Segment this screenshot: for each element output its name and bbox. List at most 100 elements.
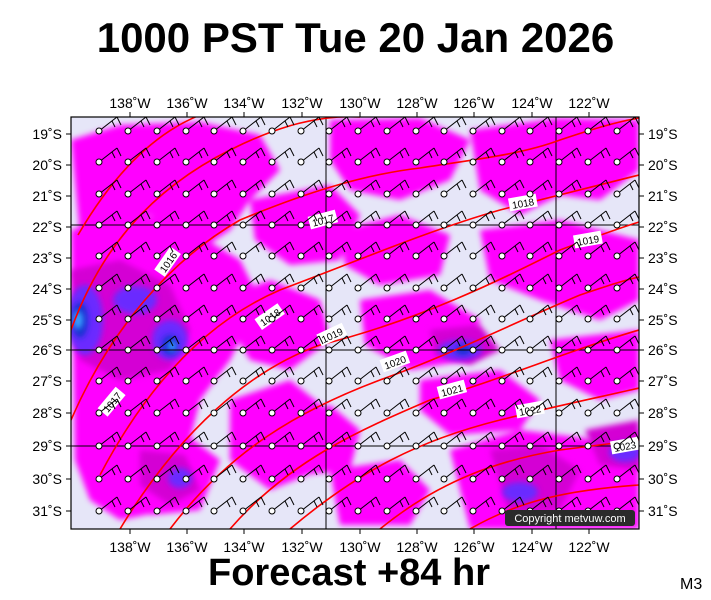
wind-barb bbox=[153, 179, 180, 198]
lat-label-right: 25˚S bbox=[648, 312, 678, 328]
wind-barb bbox=[210, 304, 237, 323]
wind-barb bbox=[555, 241, 582, 260]
wind-barb bbox=[354, 147, 381, 166]
wind-barb bbox=[325, 304, 352, 323]
wind-barb bbox=[498, 241, 525, 260]
wind-barb bbox=[469, 117, 496, 135]
lon-label-bottom: 126˚W bbox=[453, 539, 495, 555]
lat-label-right: 27˚S bbox=[648, 373, 678, 389]
wind-barb bbox=[469, 464, 496, 483]
wind-barb bbox=[526, 147, 553, 166]
wind-barb bbox=[526, 398, 553, 417]
wind-barb bbox=[412, 398, 439, 417]
wind-barb bbox=[526, 241, 553, 260]
wind-barb bbox=[95, 398, 122, 417]
wind-barb bbox=[498, 117, 525, 135]
wind-barb bbox=[383, 241, 410, 260]
wind-barb bbox=[153, 117, 180, 135]
wind-barb bbox=[526, 366, 553, 385]
wind-barb bbox=[440, 273, 467, 292]
wind-barb bbox=[584, 241, 611, 260]
wind-barb bbox=[526, 335, 553, 354]
wind-barb bbox=[613, 398, 639, 417]
wind-barb bbox=[182, 304, 209, 323]
lat-label-left: 25˚S bbox=[32, 312, 62, 328]
wind-barb bbox=[124, 117, 151, 135]
wind-barb bbox=[555, 304, 582, 323]
wind-barb bbox=[182, 179, 209, 198]
wind-barb bbox=[412, 241, 439, 260]
wind-barb bbox=[297, 304, 324, 323]
wind-barb bbox=[498, 335, 525, 354]
wind-barb bbox=[354, 496, 381, 515]
lon-label-top: 128˚W bbox=[396, 95, 438, 111]
wind-barb bbox=[469, 366, 496, 385]
lat-label-left: 29˚S bbox=[32, 438, 62, 454]
wind-barb bbox=[555, 431, 582, 450]
wind-barb bbox=[555, 117, 582, 135]
wind-barb bbox=[210, 241, 237, 260]
wind-barb bbox=[153, 241, 180, 260]
wind-barb bbox=[613, 117, 639, 135]
wind-barb bbox=[412, 273, 439, 292]
wind-barb bbox=[440, 496, 467, 515]
wind-barb bbox=[124, 304, 151, 323]
wind-barb bbox=[297, 179, 324, 198]
wind-barb bbox=[613, 241, 639, 260]
lon-label-bottom: 122˚W bbox=[568, 539, 610, 555]
wind-barb bbox=[383, 147, 410, 166]
wind-barb bbox=[383, 117, 410, 135]
wind-barb bbox=[297, 210, 324, 229]
wind-barb bbox=[613, 464, 639, 483]
wind-barb bbox=[297, 366, 324, 385]
wind-barb bbox=[239, 210, 266, 229]
wind-barb bbox=[297, 335, 324, 354]
wind-barb bbox=[584, 335, 611, 354]
wind-barb bbox=[182, 147, 209, 166]
wind-barb bbox=[440, 241, 467, 260]
wind-barb bbox=[95, 335, 122, 354]
wind-barb bbox=[354, 335, 381, 354]
wind-barb bbox=[182, 241, 209, 260]
wind-barb bbox=[584, 366, 611, 385]
wind-barb bbox=[95, 366, 122, 385]
wind-barb bbox=[584, 210, 611, 229]
wind-barb bbox=[526, 273, 553, 292]
wind-barb bbox=[268, 464, 295, 483]
wind-barb bbox=[210, 179, 237, 198]
wind-barb bbox=[182, 210, 209, 229]
wind-barb bbox=[584, 431, 611, 450]
wind-barb bbox=[325, 273, 352, 292]
wind-barb bbox=[124, 464, 151, 483]
wind-barb bbox=[268, 431, 295, 450]
lon-label-bottom: 134˚W bbox=[223, 539, 265, 555]
lon-label-top: 126˚W bbox=[453, 95, 495, 111]
axis-ticks: 138˚W 138˚W 136˚W 136˚W 134˚W 134˚W 132˚W 132˚W… bbox=[32, 95, 677, 555]
wind-barb bbox=[354, 179, 381, 198]
wind-barb bbox=[584, 398, 611, 417]
wind-barb bbox=[325, 210, 352, 229]
wind-barb bbox=[239, 241, 266, 260]
wind-barb bbox=[239, 147, 266, 166]
wind-barb bbox=[182, 464, 209, 483]
wind-barb bbox=[498, 366, 525, 385]
wind-barb bbox=[297, 431, 324, 450]
wind-barb bbox=[124, 179, 151, 198]
wind-barb bbox=[412, 335, 439, 354]
lat-label-left: 24˚S bbox=[32, 281, 62, 297]
wind-barb bbox=[526, 464, 553, 483]
wind-barb bbox=[412, 496, 439, 515]
wind-barb bbox=[383, 431, 410, 450]
wind-barb bbox=[325, 147, 352, 166]
wind-barb bbox=[412, 117, 439, 135]
wind-barb bbox=[498, 464, 525, 483]
wind-barb bbox=[210, 431, 237, 450]
wind-barb bbox=[153, 210, 180, 229]
wind-barb bbox=[153, 496, 180, 515]
wind-barb bbox=[584, 464, 611, 483]
wind-barb bbox=[498, 431, 525, 450]
wind-barb bbox=[613, 210, 639, 229]
wind-barb bbox=[268, 366, 295, 385]
wind-barb bbox=[95, 464, 122, 483]
wind-barb bbox=[210, 210, 237, 229]
